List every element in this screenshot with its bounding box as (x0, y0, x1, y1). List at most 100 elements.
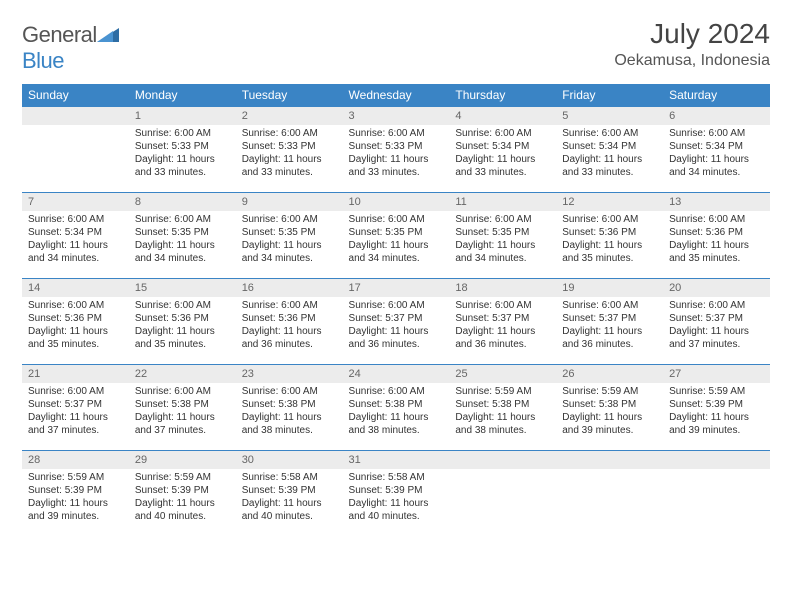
logo: General Blue (22, 18, 119, 74)
sunset-line: Sunset: 5:34 PM (669, 140, 764, 153)
day-number: 25 (449, 364, 556, 383)
day-body: Sunrise: 6:00 AMSunset: 5:36 PMDaylight:… (22, 297, 129, 355)
calendar-cell: 24Sunrise: 6:00 AMSunset: 5:38 PMDayligh… (343, 364, 450, 450)
sunrise-line: Sunrise: 6:00 AM (562, 127, 657, 140)
sunrise-line: Sunrise: 6:00 AM (349, 385, 444, 398)
calendar-cell: 11Sunrise: 6:00 AMSunset: 5:35 PMDayligh… (449, 192, 556, 278)
day-number: 31 (343, 450, 450, 469)
calendar-cell: 31Sunrise: 5:58 AMSunset: 5:39 PMDayligh… (343, 450, 450, 536)
sunset-line: Sunset: 5:38 PM (455, 398, 550, 411)
day-number (22, 106, 129, 125)
day-number: 8 (129, 192, 236, 211)
sunrise-line: Sunrise: 5:58 AM (349, 471, 444, 484)
day-body: Sunrise: 5:59 AMSunset: 5:38 PMDaylight:… (556, 383, 663, 441)
daylight-line: Daylight: 11 hours and 33 minutes. (455, 153, 550, 179)
logo-triangle-icon (97, 26, 119, 42)
calendar-cell: 30Sunrise: 5:58 AMSunset: 5:39 PMDayligh… (236, 450, 343, 536)
calendar-cell: 2Sunrise: 6:00 AMSunset: 5:33 PMDaylight… (236, 106, 343, 192)
calendar-cell: 9Sunrise: 6:00 AMSunset: 5:35 PMDaylight… (236, 192, 343, 278)
calendar-cell: 27Sunrise: 5:59 AMSunset: 5:39 PMDayligh… (663, 364, 770, 450)
day-body: Sunrise: 5:59 AMSunset: 5:39 PMDaylight:… (663, 383, 770, 441)
sunrise-line: Sunrise: 6:00 AM (242, 299, 337, 312)
daylight-line: Daylight: 11 hours and 33 minutes. (135, 153, 230, 179)
day-body: Sunrise: 6:00 AMSunset: 5:37 PMDaylight:… (449, 297, 556, 355)
sunset-line: Sunset: 5:38 PM (135, 398, 230, 411)
day-body: Sunrise: 5:59 AMSunset: 5:39 PMDaylight:… (22, 469, 129, 527)
day-number: 22 (129, 364, 236, 383)
location: Oekamusa, Indonesia (614, 52, 770, 70)
day-body: Sunrise: 6:00 AMSunset: 5:36 PMDaylight:… (129, 297, 236, 355)
sunset-line: Sunset: 5:35 PM (455, 226, 550, 239)
calendar-cell: 16Sunrise: 6:00 AMSunset: 5:36 PMDayligh… (236, 278, 343, 364)
sunset-line: Sunset: 5:39 PM (669, 398, 764, 411)
logo-text: General Blue (22, 22, 119, 74)
day-body: Sunrise: 6:00 AMSunset: 5:36 PMDaylight:… (556, 211, 663, 269)
calendar-cell: 28Sunrise: 5:59 AMSunset: 5:39 PMDayligh… (22, 450, 129, 536)
calendar-cell: 17Sunrise: 6:00 AMSunset: 5:37 PMDayligh… (343, 278, 450, 364)
calendar-cell: 14Sunrise: 6:00 AMSunset: 5:36 PMDayligh… (22, 278, 129, 364)
sunset-line: Sunset: 5:34 PM (562, 140, 657, 153)
day-number: 24 (343, 364, 450, 383)
day-body: Sunrise: 5:59 AMSunset: 5:39 PMDaylight:… (129, 469, 236, 527)
day-number: 10 (343, 192, 450, 211)
calendar-cell: 22Sunrise: 6:00 AMSunset: 5:38 PMDayligh… (129, 364, 236, 450)
daylight-line: Daylight: 11 hours and 35 minutes. (669, 239, 764, 265)
sunset-line: Sunset: 5:36 PM (669, 226, 764, 239)
sunset-line: Sunset: 5:33 PM (242, 140, 337, 153)
sunrise-line: Sunrise: 5:59 AM (455, 385, 550, 398)
day-number: 28 (22, 450, 129, 469)
sunset-line: Sunset: 5:35 PM (349, 226, 444, 239)
calendar-cell: 23Sunrise: 6:00 AMSunset: 5:38 PMDayligh… (236, 364, 343, 450)
sunrise-line: Sunrise: 6:00 AM (349, 213, 444, 226)
day-number: 30 (236, 450, 343, 469)
sunrise-line: Sunrise: 6:00 AM (242, 127, 337, 140)
daylight-line: Daylight: 11 hours and 36 minutes. (562, 325, 657, 351)
day-header: Wednesday (343, 84, 450, 106)
day-body: Sunrise: 6:00 AMSunset: 5:35 PMDaylight:… (449, 211, 556, 269)
day-body: Sunrise: 5:58 AMSunset: 5:39 PMDaylight:… (236, 469, 343, 527)
sunrise-line: Sunrise: 6:00 AM (562, 299, 657, 312)
daylight-line: Daylight: 11 hours and 37 minutes. (669, 325, 764, 351)
day-number (663, 450, 770, 469)
day-number: 2 (236, 106, 343, 125)
day-body: Sunrise: 6:00 AMSunset: 5:38 PMDaylight:… (236, 383, 343, 441)
daylight-line: Daylight: 11 hours and 38 minutes. (349, 411, 444, 437)
sunset-line: Sunset: 5:38 PM (562, 398, 657, 411)
day-number: 23 (236, 364, 343, 383)
sunrise-line: Sunrise: 6:00 AM (669, 127, 764, 140)
day-number: 29 (129, 450, 236, 469)
calendar-cell: 21Sunrise: 6:00 AMSunset: 5:37 PMDayligh… (22, 364, 129, 450)
sunrise-line: Sunrise: 5:59 AM (28, 471, 123, 484)
day-header: Friday (556, 84, 663, 106)
sunset-line: Sunset: 5:38 PM (242, 398, 337, 411)
daylight-line: Daylight: 11 hours and 34 minutes. (135, 239, 230, 265)
sunrise-line: Sunrise: 6:00 AM (455, 299, 550, 312)
day-number: 7 (22, 192, 129, 211)
sunset-line: Sunset: 5:36 PM (562, 226, 657, 239)
day-number: 16 (236, 278, 343, 297)
day-number: 6 (663, 106, 770, 125)
daylight-line: Daylight: 11 hours and 35 minutes. (135, 325, 230, 351)
day-number: 17 (343, 278, 450, 297)
day-body: Sunrise: 6:00 AMSunset: 5:36 PMDaylight:… (236, 297, 343, 355)
daylight-line: Daylight: 11 hours and 39 minutes. (562, 411, 657, 437)
calendar-header-row: SundayMondayTuesdayWednesdayThursdayFrid… (22, 84, 770, 106)
daylight-line: Daylight: 11 hours and 37 minutes. (135, 411, 230, 437)
day-body: Sunrise: 6:00 AMSunset: 5:35 PMDaylight:… (343, 211, 450, 269)
day-body: Sunrise: 6:00 AMSunset: 5:38 PMDaylight:… (343, 383, 450, 441)
day-number: 11 (449, 192, 556, 211)
day-body: Sunrise: 6:00 AMSunset: 5:34 PMDaylight:… (663, 125, 770, 183)
day-body: Sunrise: 6:00 AMSunset: 5:33 PMDaylight:… (129, 125, 236, 183)
sunrise-line: Sunrise: 6:00 AM (135, 127, 230, 140)
calendar-cell: 8Sunrise: 6:00 AMSunset: 5:35 PMDaylight… (129, 192, 236, 278)
calendar-row: 14Sunrise: 6:00 AMSunset: 5:36 PMDayligh… (22, 278, 770, 364)
daylight-line: Daylight: 11 hours and 34 minutes. (455, 239, 550, 265)
day-number: 14 (22, 278, 129, 297)
daylight-line: Daylight: 11 hours and 37 minutes. (28, 411, 123, 437)
calendar-cell: 25Sunrise: 5:59 AMSunset: 5:38 PMDayligh… (449, 364, 556, 450)
sunrise-line: Sunrise: 6:00 AM (349, 127, 444, 140)
sunrise-line: Sunrise: 6:00 AM (455, 213, 550, 226)
daylight-line: Daylight: 11 hours and 34 minutes. (349, 239, 444, 265)
calendar: SundayMondayTuesdayWednesdayThursdayFrid… (22, 84, 770, 536)
month-title: July 2024 (614, 18, 770, 50)
